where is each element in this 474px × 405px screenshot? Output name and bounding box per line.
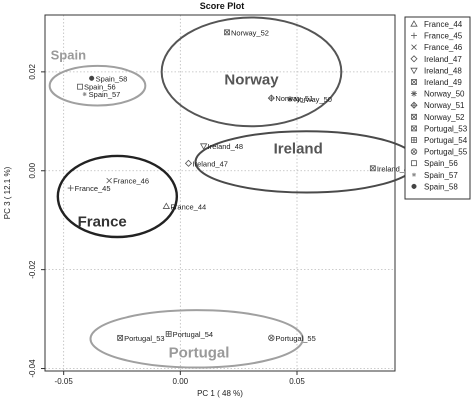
y-tick-label: 0.00 xyxy=(28,162,37,178)
point-norway-51 xyxy=(267,94,275,102)
y-tick-label: -0.04 xyxy=(28,359,37,378)
point-ireland-48 xyxy=(199,143,208,150)
legend-marker xyxy=(411,125,417,132)
legend-marker xyxy=(412,172,416,177)
legend-marker xyxy=(411,113,417,120)
legend-entry: Ireland_47 xyxy=(424,55,462,64)
legend-entry: Portugal_53 xyxy=(424,124,468,133)
point-label: Ireland_48 xyxy=(208,142,243,151)
legend-entry: Ireland_48 xyxy=(424,66,462,75)
legend-entry: Norway_52 xyxy=(424,113,465,122)
legend-entry: Spain_56 xyxy=(424,159,458,168)
point-label: Portugal_54 xyxy=(173,330,213,339)
legend-entry: France_46 xyxy=(424,43,463,52)
point-label: France_45 xyxy=(75,184,111,193)
x-tick-label: -0.05 xyxy=(55,377,74,386)
point-spain-58 xyxy=(89,75,95,81)
axis-ticks: -0.05 0.00 0.05 0.02 0.00 -0.02 -0.04 xyxy=(28,64,305,386)
point-label: Spain_56 xyxy=(84,83,116,92)
x-axis-title: PC 1 ( 48 %) xyxy=(197,389,243,398)
group-label-spain: Spain xyxy=(51,48,86,63)
legend-entry: Portugal_54 xyxy=(424,136,468,145)
legend-marker xyxy=(411,79,417,85)
y-axis-title: PC 3 ( 12.1 %) xyxy=(3,166,12,219)
point-label: Norway_51 xyxy=(275,94,313,103)
point-label: Spain_57 xyxy=(89,90,121,99)
x-tick-label: 0.05 xyxy=(289,377,305,386)
y-tick-label: 0.02 xyxy=(28,64,37,80)
point-spain-57 xyxy=(82,92,87,97)
point-france-46 xyxy=(106,177,112,184)
legend-marker xyxy=(411,137,417,143)
group-label-france: France xyxy=(78,214,127,231)
legend-entry: Norway_50 xyxy=(424,90,465,99)
legend-entry: Ireland_49 xyxy=(424,78,462,87)
point-france-44 xyxy=(162,202,171,209)
point-label: France_46 xyxy=(113,177,149,186)
point-label: Portugal_53 xyxy=(124,334,164,343)
plot-area-frame xyxy=(44,14,396,372)
legend: France_44 France_45 France_46 Ireland_47 Ire… xyxy=(404,16,471,200)
grid-layer xyxy=(45,15,395,371)
point-portugal-54 xyxy=(165,331,172,337)
legend-marker xyxy=(411,160,417,167)
point-label: Norway_52 xyxy=(231,28,269,37)
legend-marker xyxy=(411,90,417,97)
legend-entry: France_45 xyxy=(424,32,463,41)
legend-marker xyxy=(411,44,417,50)
plot-title: Score Plot xyxy=(200,1,245,11)
point-label: Ireland_47 xyxy=(193,159,228,168)
group-ellipse-portugal xyxy=(89,309,304,369)
point-label: Ireland_49 xyxy=(377,164,412,173)
legend-entry: Spain_57 xyxy=(424,171,458,180)
point-label: France_44 xyxy=(170,202,206,211)
point-france-45 xyxy=(67,185,74,192)
legend-entry: Norway_51 xyxy=(424,101,465,110)
group-label-portugal: Portugal xyxy=(169,345,230,362)
point-label: Spain_58 xyxy=(96,74,128,83)
point-label: Portugal_55 xyxy=(275,334,315,343)
legend-marker xyxy=(411,183,417,189)
legend-marker xyxy=(410,148,418,155)
legend-entry: France_44 xyxy=(424,20,463,29)
point-ireland-49 xyxy=(369,165,376,172)
legend-marker xyxy=(410,101,418,109)
legend-marker xyxy=(410,55,418,63)
group-ellipse-france xyxy=(56,154,179,239)
group-label-ireland: Ireland xyxy=(274,140,323,157)
point-portugal-53 xyxy=(117,334,124,341)
point-portugal-55 xyxy=(268,334,275,342)
x-tick-label: 0.00 xyxy=(173,377,189,386)
point-ireland-47 xyxy=(184,159,193,167)
group-label-norway: Norway xyxy=(224,72,279,89)
group-ellipse-norway xyxy=(160,16,343,128)
point-norway-50 xyxy=(287,96,293,103)
legend-marker xyxy=(410,67,418,75)
legend-entry: Spain_58 xyxy=(424,182,458,191)
point-norway-52 xyxy=(224,29,230,36)
legend-box xyxy=(404,16,471,200)
group-ellipses: Spain Norway Ireland France Portugal xyxy=(48,16,419,369)
legend-marker xyxy=(411,32,417,39)
point-spain-56 xyxy=(77,83,83,90)
legend-marker xyxy=(410,20,418,27)
y-tick-label: -0.02 xyxy=(28,260,37,279)
point-label: Norway_50 xyxy=(294,95,332,104)
group-ellipse-spain xyxy=(48,64,147,107)
legend-entry: Portugal_55 xyxy=(424,148,468,157)
